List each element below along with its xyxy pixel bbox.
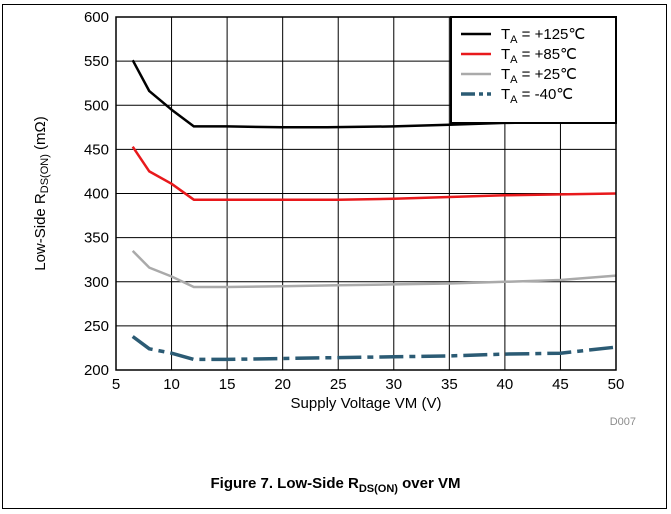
x-tick-label: 20 xyxy=(274,376,291,393)
y-axis-title-unit: (mΩ) xyxy=(32,116,49,154)
y-axis-title-main: Low-Side R xyxy=(32,193,49,271)
y-tick-label: 500 xyxy=(84,97,109,114)
series-line-4 xyxy=(131,335,617,362)
series-line-2 xyxy=(131,146,617,201)
x-tick-label: 10 xyxy=(163,376,180,393)
x-tick-label: 45 xyxy=(552,376,569,393)
x-axis-title: Supply Voltage VM (V) xyxy=(291,395,442,412)
y-tick-label: 300 xyxy=(84,274,109,291)
y-tick-label: 450 xyxy=(84,141,109,158)
legend-label-3: TA = +25℃ xyxy=(501,66,577,86)
y-tick-label: 200 xyxy=(84,362,109,379)
y-axis-title-subscript: DS(ON) xyxy=(39,154,51,193)
legend: TA = +125℃TA = +85℃TA = +25℃TA = -40℃ xyxy=(450,16,617,124)
chart-id: D007 xyxy=(610,416,636,428)
x-tick-label: 5 xyxy=(112,376,120,393)
y-tick-label: 250 xyxy=(84,318,109,335)
y-tick-label: 550 xyxy=(84,53,109,70)
y-axis-title: Low-Side RDS(ON) (mΩ) xyxy=(32,116,51,271)
y-tick-label: 350 xyxy=(84,230,109,247)
plot-area-border xyxy=(115,16,617,371)
figure-caption: Figure 7. Low-Side RDS(ON) over VM xyxy=(0,475,671,495)
y-tick-label: 600 xyxy=(84,9,109,26)
x-tick-label: 25 xyxy=(330,376,347,393)
y-tick-labels: 200 250 300 350 400 450 500 550 600 xyxy=(84,9,109,379)
x-tick-label: 15 xyxy=(219,376,236,393)
legend-label-2: TA = +85℃ xyxy=(501,46,577,66)
y-tick-label: 400 xyxy=(84,186,109,203)
legend-label-4: TA = -40℃ xyxy=(501,86,573,106)
caption-subscript: DS(ON) xyxy=(358,483,398,495)
legend-label-1: TA = +125℃ xyxy=(501,26,585,46)
caption-tail: over VM xyxy=(397,475,461,492)
series-line-3 xyxy=(131,250,617,289)
x-tick-label: 40 xyxy=(497,376,514,393)
x-tick-labels: 5 10 15 20 25 30 35 40 45 50 xyxy=(112,376,625,393)
x-tick-label: 30 xyxy=(385,376,402,393)
caption-main: Figure 7. Low-Side R xyxy=(210,475,359,492)
chart: 5 10 15 20 25 30 35 40 45 50 200 250 300 350 400 450 50… xyxy=(32,9,636,428)
x-tick-label: 35 xyxy=(441,376,458,393)
x-tick-label: 50 xyxy=(608,376,625,393)
